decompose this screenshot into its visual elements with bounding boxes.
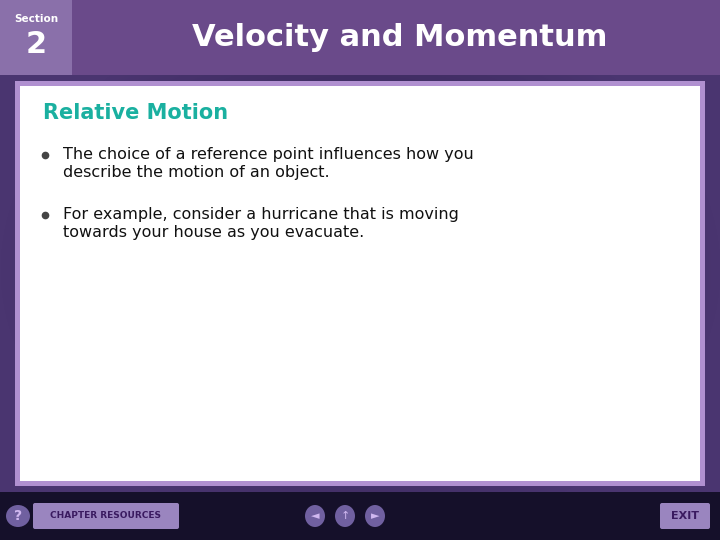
Text: towards your house as you evacuate.: towards your house as you evacuate. (63, 226, 364, 240)
Ellipse shape (305, 505, 325, 527)
Ellipse shape (365, 505, 385, 527)
Ellipse shape (335, 505, 355, 527)
Text: Section: Section (14, 14, 58, 24)
FancyBboxPatch shape (33, 503, 179, 529)
Text: CHAPTER RESOURCES: CHAPTER RESOURCES (50, 511, 161, 521)
Text: describe the motion of an object.: describe the motion of an object. (63, 165, 330, 180)
Text: Relative Motion: Relative Motion (43, 103, 228, 123)
FancyBboxPatch shape (20, 86, 700, 481)
Text: ?: ? (14, 509, 22, 523)
Bar (0, 492, 720, 540)
Ellipse shape (6, 505, 30, 527)
Bar (0, 0, 72, 75)
Bar (0, 0, 720, 75)
Text: ↑: ↑ (341, 511, 350, 521)
Text: For example, consider a hurricane that is moving: For example, consider a hurricane that i… (63, 207, 459, 222)
FancyBboxPatch shape (15, 81, 705, 486)
FancyBboxPatch shape (660, 503, 710, 529)
Text: EXIT: EXIT (671, 511, 699, 521)
Text: ◄: ◄ (311, 511, 319, 521)
Text: Velocity and Momentum: Velocity and Momentum (192, 23, 608, 52)
Text: ►: ► (371, 511, 379, 521)
Text: 2: 2 (25, 30, 47, 59)
Text: The choice of a reference point influences how you: The choice of a reference point influenc… (63, 147, 474, 163)
